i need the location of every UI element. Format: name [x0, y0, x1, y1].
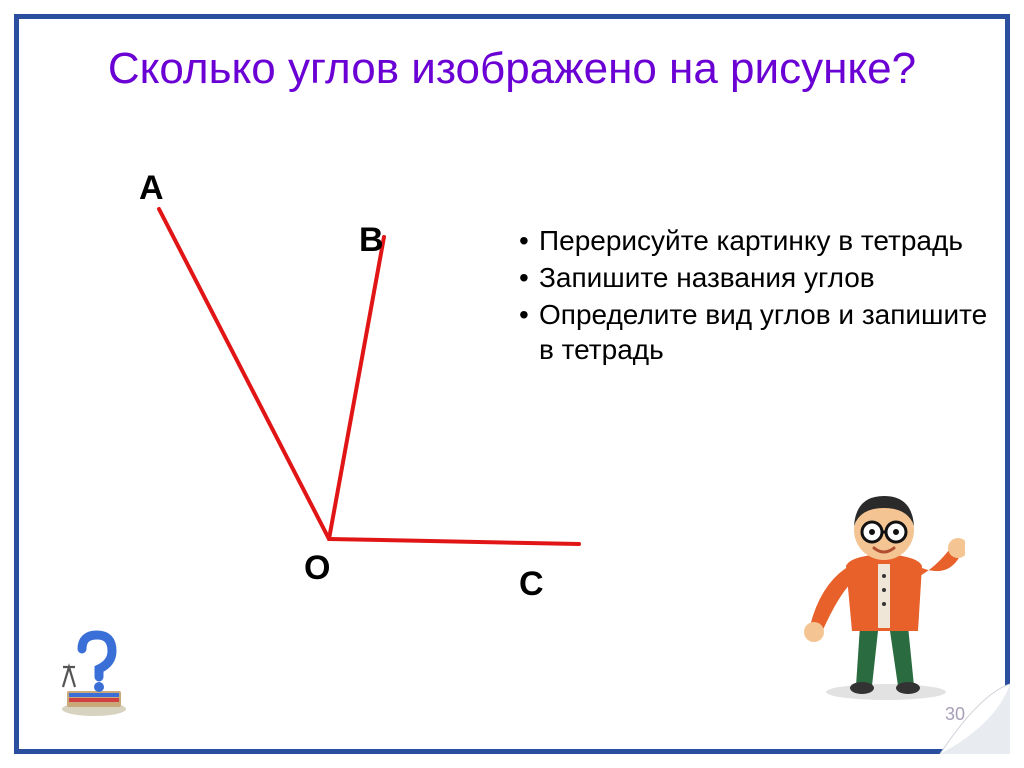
instruction-item: Определите вид углов и запишите в тетрад…: [519, 297, 989, 367]
instruction-item: Перерисуйте картинку в тетрадь: [519, 223, 989, 258]
angle-diagram: А В О С: [89, 169, 589, 589]
ray-OA: [159, 209, 329, 539]
instruction-item: Запишите названия углов: [519, 260, 989, 295]
slide-border: Сколько углов изображено на рисунке? А В…: [14, 14, 1010, 754]
label-O: О: [304, 549, 330, 588]
page-number: 30: [945, 704, 965, 725]
ray-OC: [329, 539, 579, 544]
diagram-svg: [89, 169, 589, 589]
ray-OB: [329, 237, 384, 539]
slide-title: Сколько углов изображено на рисунке?: [19, 45, 1005, 93]
label-C: С: [519, 565, 544, 604]
instructions-block: Перерисуйте картинку в тетрадь Запишите …: [519, 223, 989, 369]
label-A: А: [139, 169, 164, 208]
boy-character-icon: [790, 486, 965, 701]
instructions-list: Перерисуйте картинку в тетрадь Запишите …: [519, 223, 989, 367]
question-mark-icon: [49, 627, 139, 717]
label-B: В: [359, 221, 384, 260]
